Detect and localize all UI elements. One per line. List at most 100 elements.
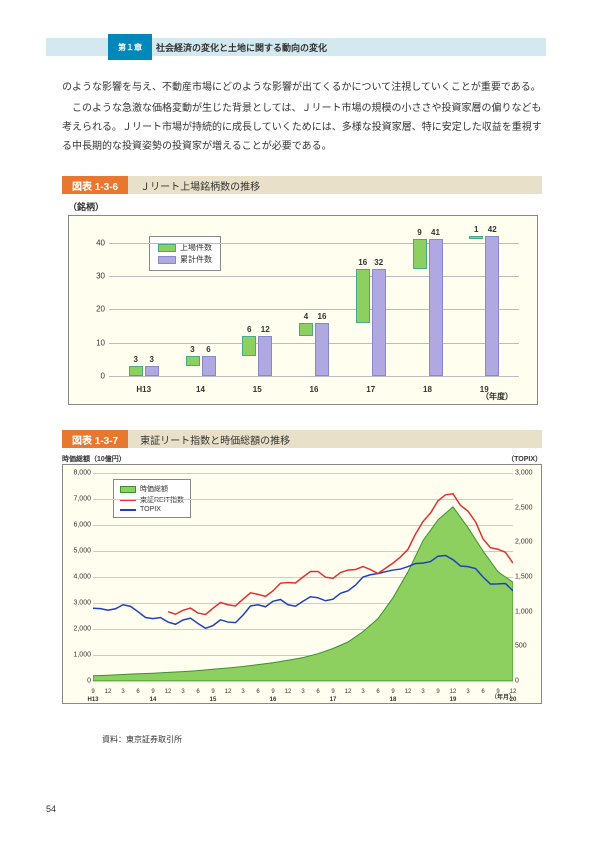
chapter-box: 第１章 bbox=[108, 34, 152, 60]
y-tick-label-left: 5,000 bbox=[65, 548, 91, 555]
y-tick-label: 20 bbox=[81, 305, 105, 314]
bar-value: 3 bbox=[190, 345, 194, 354]
x-year-label: 17 bbox=[330, 697, 337, 703]
x-tick-label: 6 bbox=[481, 689, 484, 695]
x-tick-label: 9 bbox=[436, 689, 439, 695]
x-tick-label: 17 bbox=[366, 385, 375, 394]
y-tick-label-left: 3,000 bbox=[65, 600, 91, 607]
x-tick-label: 9 bbox=[151, 689, 154, 695]
figure-2-source: 資料：東京証券取引所 bbox=[102, 734, 542, 745]
x-tick-label: 6 bbox=[256, 689, 259, 695]
x-year-label: H13 bbox=[87, 697, 98, 703]
x-tick-label: 3 bbox=[241, 689, 244, 695]
y-tick-label-right: 2,000 bbox=[515, 539, 541, 546]
bar-value: 32 bbox=[374, 258, 383, 267]
y-tick-label-right: 2,500 bbox=[515, 504, 541, 511]
x-year-label: 19 bbox=[450, 697, 457, 703]
figure-2-x-unit: （年月） bbox=[491, 692, 515, 701]
bar-value: 3 bbox=[134, 355, 138, 364]
x-year-label: 16 bbox=[270, 697, 277, 703]
x-tick-label: 6 bbox=[376, 689, 379, 695]
x-tick-label: 3 bbox=[361, 689, 364, 695]
figure-1-x-unit: （年度） bbox=[481, 391, 513, 402]
paragraph-1: のような影響を与え、不動産市場にどのような影響が出てくるかについて注視していくこ… bbox=[62, 78, 542, 97]
y-tick-label-left: 6,000 bbox=[65, 522, 91, 529]
figure-1-y-unit: （銘柄） bbox=[68, 200, 542, 213]
x-tick-label: 12 bbox=[165, 689, 172, 695]
header-bar: 第１章 社会経済の変化と土地に関する動向の変化 bbox=[46, 38, 546, 56]
x-tick-label: 12 bbox=[450, 689, 457, 695]
x-year-label: 18 bbox=[390, 697, 397, 703]
figure-1-number: 図表 1-3-6 bbox=[62, 176, 128, 194]
x-tick-label: 12 bbox=[345, 689, 352, 695]
y-tick-label: 40 bbox=[81, 238, 105, 247]
bar-group: 94118 bbox=[406, 239, 450, 376]
x-tick-label: 3 bbox=[121, 689, 124, 695]
bar-value: 1 bbox=[474, 225, 478, 234]
figure-2-title: 東証リート指数と時価総額の推移 bbox=[128, 430, 542, 448]
y-tick-label-left: 4,000 bbox=[65, 574, 91, 581]
x-tick-label: 12 bbox=[405, 689, 412, 695]
x-tick-label: 6 bbox=[316, 689, 319, 695]
y-tick-label: 10 bbox=[81, 338, 105, 347]
x-tick-label: 6 bbox=[196, 689, 199, 695]
bar-value: 16 bbox=[358, 258, 367, 267]
figure-2-number: 図表 1-3-7 bbox=[62, 430, 128, 448]
x-tick-label: 9 bbox=[211, 689, 214, 695]
x-tick-label: H13 bbox=[136, 385, 151, 394]
x-tick-label: 3 bbox=[301, 689, 304, 695]
bar-value: 4 bbox=[304, 312, 308, 321]
bar-value: 6 bbox=[206, 345, 210, 354]
bar-value: 6 bbox=[247, 325, 251, 334]
area-series bbox=[93, 507, 513, 681]
figure-1-chart: 上場件数 累計件数 01020304033H133614612154161616… bbox=[68, 215, 538, 405]
y-tick-label-right: 1,000 bbox=[515, 608, 541, 615]
chapter-title: 社会経済の変化と土地に関する動向の変化 bbox=[156, 41, 327, 54]
bar-group: 33H13 bbox=[122, 366, 166, 376]
y-tick-label-right: 0 bbox=[515, 678, 541, 685]
figure-1-label: 図表 1-3-6 Ｊリート上場銘柄数の推移 bbox=[62, 176, 542, 194]
y-tick-label-right: 1,500 bbox=[515, 574, 541, 581]
figure-1-title: Ｊリート上場銘柄数の推移 bbox=[128, 176, 542, 194]
page-number: 54 bbox=[46, 804, 56, 814]
figure-2-chart: 時価総額 東証REIT指数 TOPIX 01,0002,0003,0004,00… bbox=[62, 464, 542, 704]
x-tick-label: 16 bbox=[310, 385, 319, 394]
x-tick-label: 9 bbox=[331, 689, 334, 695]
x-year-label: 14 bbox=[150, 697, 157, 703]
x-tick-label: 3 bbox=[421, 689, 424, 695]
x-tick-label: 9 bbox=[271, 689, 274, 695]
y-tick-label-left: 8,000 bbox=[65, 470, 91, 477]
bar-group: 14219 bbox=[462, 236, 506, 376]
x-tick-label: 3 bbox=[466, 689, 469, 695]
figure-1: 図表 1-3-6 Ｊリート上場銘柄数の推移 （銘柄） 上場件数 累計件数 010… bbox=[62, 176, 542, 405]
x-tick-label: 6 bbox=[136, 689, 139, 695]
x-year-label: 15 bbox=[210, 697, 217, 703]
bar-group: 61215 bbox=[235, 336, 279, 376]
y-tick-label-left: 0 bbox=[65, 678, 91, 685]
figure-2: 図表 1-3-7 東証リート指数と時価総額の推移 時価総額（10億円） （TOP… bbox=[62, 430, 542, 745]
bar-value: 9 bbox=[417, 228, 421, 237]
y-tick-label-right: 500 bbox=[515, 643, 541, 650]
y-tick-label-left: 1,000 bbox=[65, 652, 91, 659]
bar-value: 3 bbox=[150, 355, 154, 364]
y-tick-label-right: 3,000 bbox=[515, 470, 541, 477]
x-tick-label: 9 bbox=[391, 689, 394, 695]
y-tick-label-left: 7,000 bbox=[65, 496, 91, 503]
body-text: のような影響を与え、不動産市場にどのような影響が出てくるかについて注視していくこ… bbox=[62, 78, 542, 158]
bar-group: 163217 bbox=[349, 269, 393, 376]
bar-value: 41 bbox=[431, 228, 440, 237]
x-tick-label: 15 bbox=[253, 385, 262, 394]
x-tick-label: 18 bbox=[423, 385, 432, 394]
x-tick-label: 12 bbox=[105, 689, 112, 695]
bar-value: 12 bbox=[261, 325, 270, 334]
x-tick-label: 3 bbox=[181, 689, 184, 695]
x-tick-label: 12 bbox=[225, 689, 232, 695]
x-tick-label: 14 bbox=[196, 385, 205, 394]
bar-group: 41616 bbox=[292, 323, 336, 376]
y-tick-label: 30 bbox=[81, 272, 105, 281]
figure-2-left-unit: 時価総額（10億円） bbox=[62, 454, 542, 464]
figure-2-right-unit: （TOPIX） bbox=[507, 454, 542, 464]
figure-2-label: 図表 1-3-7 東証リート指数と時価総額の推移 bbox=[62, 430, 542, 448]
bar-value: 16 bbox=[318, 312, 327, 321]
bar-value: 42 bbox=[488, 225, 497, 234]
